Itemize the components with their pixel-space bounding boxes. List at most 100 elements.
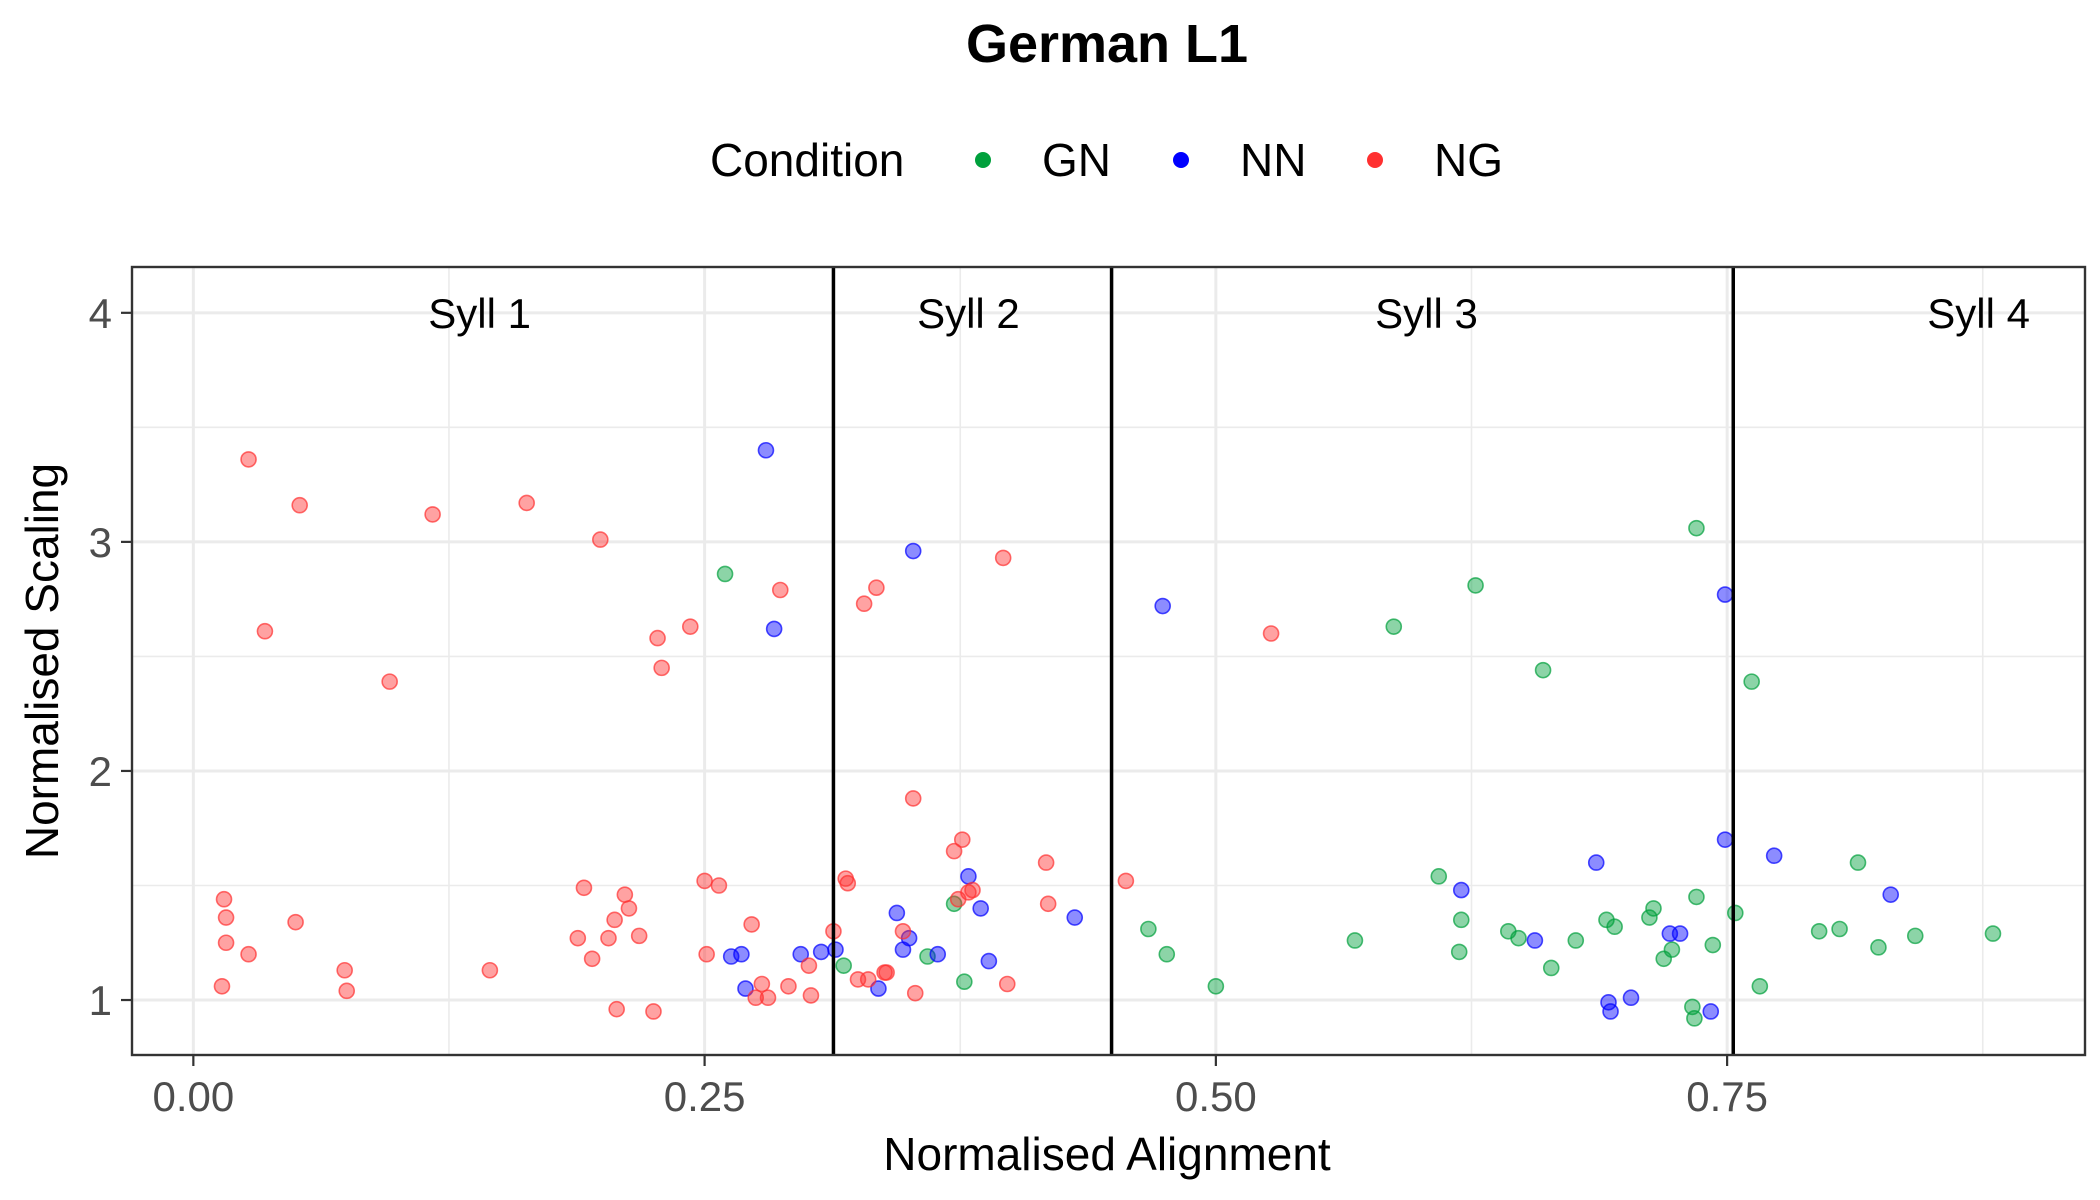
point-nn (1671, 925, 1689, 942)
point-nn (765, 620, 783, 638)
point-gn (1641, 909, 1658, 926)
point-gn (1751, 977, 1769, 995)
point-nn (929, 945, 947, 963)
point-ng (606, 911, 623, 929)
point-nn (1765, 847, 1783, 865)
point-gn (1645, 900, 1662, 917)
syllable-label-2: Syll 2 (917, 290, 1020, 337)
point-ng (600, 929, 617, 947)
point-ng (698, 945, 715, 963)
syllable-label-3: Syll 3 (1375, 290, 1478, 337)
point-gn (1688, 888, 1705, 906)
syllable-label-4: Syll 4 (1927, 290, 2030, 337)
point-ng (287, 913, 304, 931)
point-ng (839, 874, 857, 892)
point-nn (1702, 1003, 1720, 1020)
point-gn (1542, 959, 1560, 977)
point-ng (649, 629, 666, 647)
panel-border (130, 265, 2087, 1057)
point-nn (812, 943, 830, 961)
point-gn (919, 948, 936, 965)
legend-title: Condition (710, 134, 904, 186)
legend-label-ng: NG (1434, 134, 1503, 186)
y-tick-label: 3 (89, 519, 112, 566)
point-gn (1743, 673, 1760, 690)
point-gn (1567, 932, 1585, 949)
syllable-label-1: Syll 1 (428, 290, 531, 337)
point-ng (616, 886, 634, 903)
point-ng (1117, 872, 1135, 890)
legend-label-nn: NN (1240, 134, 1306, 186)
point-nn (870, 980, 887, 997)
point-ng (953, 831, 971, 848)
point-nn (960, 868, 977, 885)
point-gn (1534, 661, 1552, 679)
point-nn (972, 900, 989, 917)
point-ng (1037, 854, 1055, 871)
point-ng (620, 900, 638, 917)
point-ng (904, 790, 922, 807)
point-gn (1727, 904, 1744, 922)
point-ng (994, 549, 1012, 567)
point-ng (256, 622, 274, 640)
point-nn (888, 904, 906, 922)
point-ng (338, 982, 356, 1000)
point-ng (859, 971, 877, 988)
x-tick-label: 0.50 (1175, 1073, 1257, 1120)
point-nn (904, 542, 922, 560)
x-tick-label: 0.25 (664, 1073, 746, 1120)
point-gn (716, 565, 734, 583)
x-tick-label: 0.00 (152, 1073, 234, 1120)
point-ng (240, 945, 257, 963)
point-ng (336, 961, 353, 979)
point-gn (1906, 927, 1924, 945)
legend-key-ng (1367, 152, 1383, 168)
syllable-labels: Syll 1 Syll 2 Syll 3 Syll 4 (428, 290, 2030, 337)
point-gn (1688, 519, 1705, 537)
data-points (213, 441, 2002, 1027)
point-ng (583, 950, 601, 968)
point-gn (1158, 945, 1176, 963)
point-ng (518, 494, 535, 512)
point-ng (569, 929, 587, 947)
point-nn (1882, 886, 1900, 903)
point-ng (575, 879, 593, 897)
point-ng (217, 909, 235, 926)
legend-label-gn: GN (1042, 134, 1111, 186)
point-gn (1984, 925, 2002, 942)
point-nn (1526, 932, 1544, 949)
point-gn (1849, 854, 1867, 871)
point-ng (710, 877, 728, 894)
point-nn (1716, 586, 1734, 603)
y-axis-title: Normalised Scaling (16, 463, 68, 859)
point-ng (800, 957, 818, 974)
legend-key-gn (975, 152, 991, 168)
point-ng (868, 579, 885, 596)
axes: 0.00 0.25 0.50 0.75 1 2 3 4 (89, 290, 1768, 1120)
point-ng (998, 975, 1016, 993)
point-gn (1831, 920, 1848, 938)
point-gn (1207, 977, 1225, 995)
point-ng (592, 531, 609, 548)
point-ng (381, 673, 398, 690)
point-nn (733, 945, 750, 963)
point-gn (1510, 929, 1527, 947)
point-gn (1450, 943, 1468, 961)
point-ng (653, 659, 670, 677)
chart-title: German L1 (966, 14, 1248, 74)
x-tick-label: 0.75 (1686, 1073, 1768, 1120)
point-gn (1467, 577, 1484, 594)
point-gn (1663, 941, 1681, 958)
point-gn (1686, 1010, 1703, 1027)
point-ng (855, 595, 873, 613)
point-ng (802, 987, 820, 1004)
point-ng (240, 451, 257, 468)
point-nn (980, 952, 998, 970)
point-ng (213, 977, 231, 995)
point-ng (608, 1000, 625, 1018)
legend: Condition GN NN NG (710, 134, 1503, 186)
point-gn (956, 973, 973, 990)
point-nn (1602, 1003, 1619, 1020)
point-ng (753, 975, 771, 993)
